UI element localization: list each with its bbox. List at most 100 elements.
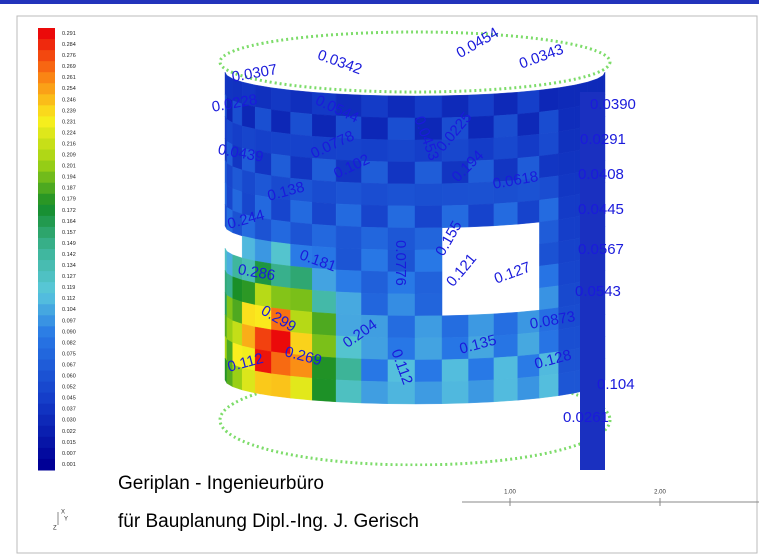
legend-label: 0.001 bbox=[62, 462, 76, 468]
legend-label: 0.075 bbox=[62, 351, 76, 357]
legend-label: 0.007 bbox=[62, 451, 76, 457]
mesh-cell bbox=[291, 288, 313, 312]
mesh-cell bbox=[559, 85, 575, 110]
mesh-cell bbox=[494, 202, 518, 226]
legend-label: 0.052 bbox=[62, 385, 76, 391]
mesh-cell bbox=[539, 264, 558, 288]
mesh-cell bbox=[415, 360, 442, 382]
legend-swatch bbox=[38, 382, 55, 394]
legend-swatch bbox=[38, 348, 55, 360]
legend-swatch bbox=[38, 271, 55, 283]
legend-label: 0.060 bbox=[62, 374, 76, 380]
mesh-cell bbox=[336, 248, 361, 271]
mesh-cell bbox=[494, 312, 518, 336]
mesh-cell bbox=[388, 118, 415, 140]
mesh-cell bbox=[312, 312, 336, 336]
mesh-cell bbox=[336, 380, 361, 403]
legend-swatch bbox=[38, 260, 55, 272]
legend-label: 0.194 bbox=[62, 175, 76, 181]
mesh-cell bbox=[227, 251, 233, 276]
legend-swatch bbox=[38, 139, 55, 151]
screenshot: 0.2910.2840.2760.2690.2610.2540.2460.239… bbox=[0, 0, 759, 555]
mesh-cell bbox=[361, 183, 387, 206]
legend-label: 0.022 bbox=[62, 429, 76, 435]
legend-label: 0.030 bbox=[62, 418, 76, 424]
mesh-cell bbox=[415, 96, 442, 118]
scale-label: 2.00 bbox=[654, 490, 666, 496]
mesh-cell bbox=[233, 189, 242, 214]
mesh-cell bbox=[539, 154, 558, 178]
mesh-cell bbox=[312, 202, 336, 226]
mesh-cell bbox=[415, 272, 442, 294]
legend-label: 0.246 bbox=[62, 97, 76, 103]
mesh-cell bbox=[255, 327, 271, 352]
legend-swatch bbox=[38, 371, 55, 383]
mesh-cell bbox=[539, 220, 558, 244]
legend-swatch bbox=[38, 238, 55, 250]
mesh-cell bbox=[559, 283, 575, 308]
mesh-cell bbox=[494, 136, 518, 160]
mesh-cell bbox=[312, 224, 336, 248]
contour-plot: 0.2910.2840.2760.2690.2610.2540.2460.239… bbox=[0, 0, 759, 555]
mesh-cell bbox=[255, 107, 271, 132]
mesh-cell bbox=[388, 184, 415, 206]
mesh-cell bbox=[539, 198, 558, 222]
value-annotation: 0.0261 bbox=[563, 409, 609, 426]
mesh-cell bbox=[225, 160, 227, 185]
mesh-cell bbox=[233, 299, 242, 324]
mesh-cell bbox=[539, 242, 558, 266]
mesh-cell bbox=[559, 217, 575, 242]
legend-swatch bbox=[38, 194, 55, 206]
axis-label: X bbox=[61, 510, 65, 516]
mesh-cell bbox=[361, 95, 387, 118]
mesh-cell bbox=[233, 321, 242, 346]
legend-swatch bbox=[38, 50, 55, 62]
mesh-cell bbox=[361, 227, 387, 250]
legend-label: 0.149 bbox=[62, 241, 76, 247]
mesh-cell bbox=[559, 195, 575, 220]
axis-label: Z bbox=[53, 526, 57, 532]
mesh-cell bbox=[559, 107, 575, 132]
mesh-cell bbox=[494, 356, 518, 380]
legend-label: 0.201 bbox=[62, 164, 76, 170]
value-annotation: 0.0567 bbox=[578, 241, 624, 258]
legend-label: 0.276 bbox=[62, 53, 76, 59]
mesh-cell bbox=[291, 266, 313, 290]
mesh-cell bbox=[469, 94, 494, 117]
mesh-cell bbox=[559, 173, 575, 198]
mesh-cell bbox=[388, 140, 415, 162]
mesh-cell bbox=[388, 294, 415, 316]
value-annotation: 0.0408 bbox=[578, 166, 624, 183]
legend-swatch bbox=[38, 105, 55, 117]
legend-label: 0.119 bbox=[62, 285, 75, 291]
mesh-cell bbox=[415, 382, 442, 404]
legend-swatch bbox=[38, 326, 55, 338]
legend-label: 0.157 bbox=[62, 230, 76, 236]
legend-label: 0.097 bbox=[62, 318, 76, 324]
legend-swatch bbox=[38, 161, 55, 173]
mesh-cell bbox=[225, 116, 227, 141]
legend-swatch bbox=[38, 94, 55, 106]
mesh-cell bbox=[442, 381, 468, 404]
legend-swatch bbox=[38, 150, 55, 162]
mesh-cell bbox=[361, 249, 387, 272]
mesh-cell bbox=[388, 316, 415, 338]
mesh-cell bbox=[442, 315, 468, 338]
mesh-cell bbox=[469, 358, 494, 381]
legend-label: 0.269 bbox=[62, 64, 76, 70]
legend-swatch bbox=[38, 437, 55, 449]
mesh-cell bbox=[227, 295, 233, 320]
mesh-cell bbox=[415, 206, 442, 228]
legend-label: 0.209 bbox=[62, 153, 76, 159]
mesh-cell bbox=[361, 381, 387, 404]
legend-label: 0.045 bbox=[62, 396, 76, 402]
mesh-cell bbox=[227, 185, 233, 210]
mesh-cell bbox=[518, 376, 540, 400]
mesh-cell bbox=[312, 180, 336, 204]
mesh-cell bbox=[225, 292, 227, 317]
legend-label: 0.112 bbox=[62, 296, 75, 302]
mesh-cell bbox=[336, 270, 361, 293]
mesh-cell bbox=[225, 182, 227, 207]
legend-swatch bbox=[38, 426, 55, 438]
mesh-cell bbox=[271, 88, 290, 112]
